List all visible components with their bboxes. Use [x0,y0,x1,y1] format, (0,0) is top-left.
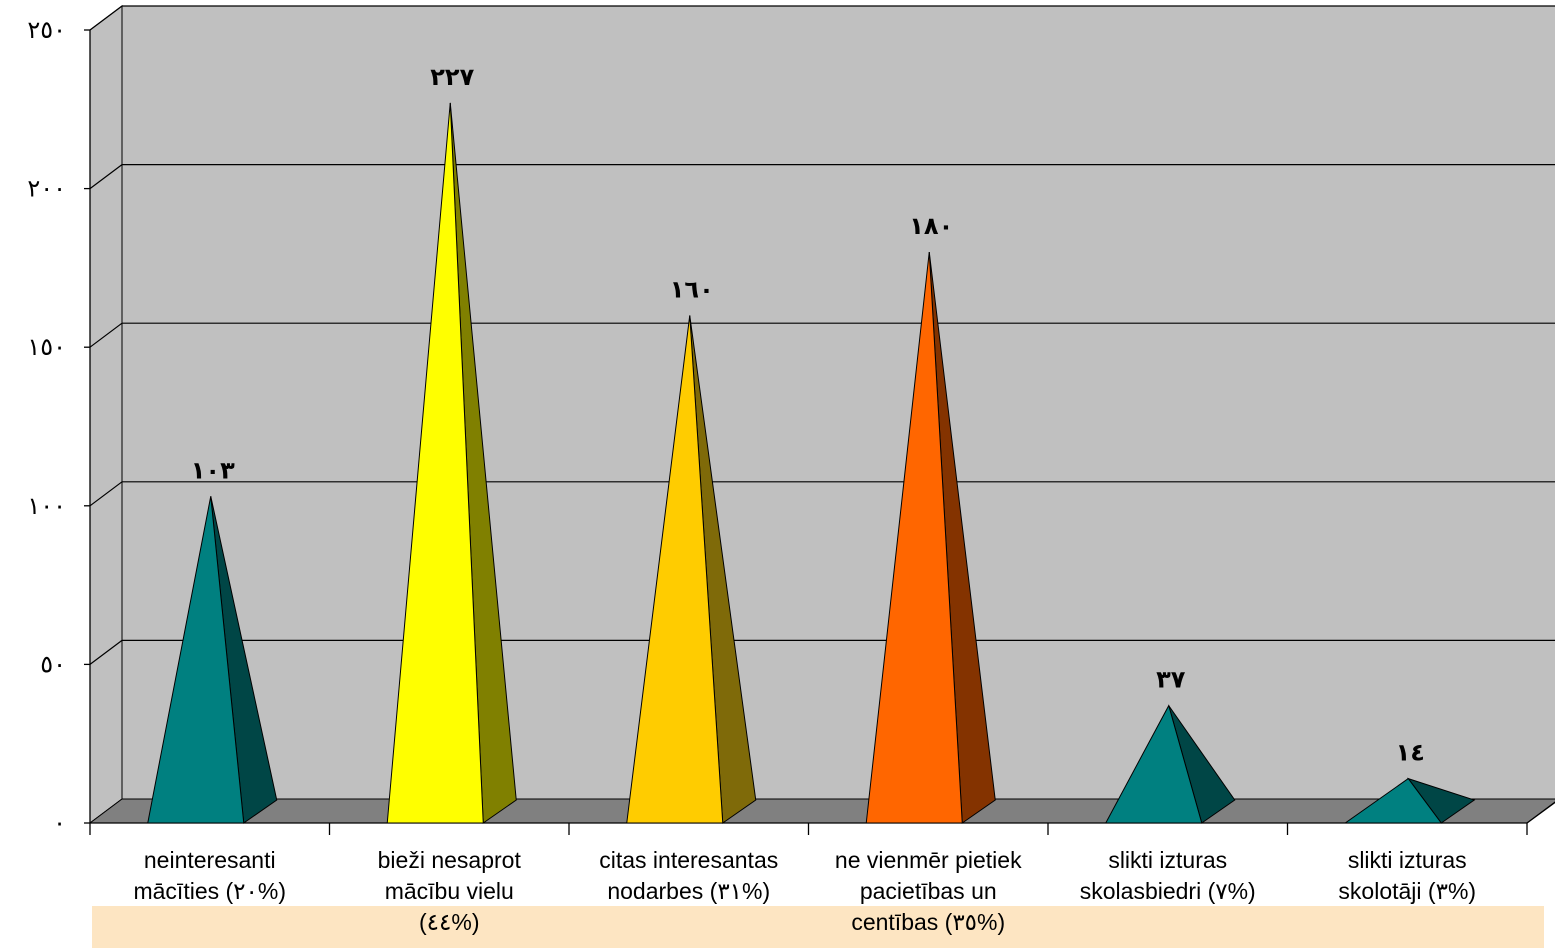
x-category-label: bieži nesaprot mācību vielu (٤٤%) [331,845,567,938]
pyramid-front-face [865,251,963,824]
data-label: ١٠٣ [191,456,235,484]
x-category-label: ne vienmēr pietiek pacietības un centības … [810,845,1046,938]
data-label: ٣٧ [1156,666,1186,694]
x-category-label-line: skolotāji (٣%) [1338,878,1477,904]
gridline [89,322,1555,348]
pyramid-front-face [1343,777,1443,824]
x-category-label: slikti izturas skolotāji (٣%) [1289,845,1525,907]
x-category-label-line: slikti izturas [1108,847,1228,873]
gridline [89,164,1555,190]
x-category-label-line: pacietības un [859,878,997,904]
y-tick-label: ٢٥٠ [27,16,66,44]
x-category-label-line: mācību vielu [384,878,514,904]
y-tick-label: ١٠٠ [27,492,66,520]
gridline [89,481,1555,507]
x-category-label-line: (٤٤%) [418,909,480,935]
gridline [89,5,1555,31]
x-axis-depth-edge [1526,801,1555,824]
y-tick-label: ٢٠٠ [27,175,66,203]
x-category-label-line: citas interesantas [599,847,779,873]
x-category-label-line: skolasbiedri (٧%) [1079,878,1256,904]
data-label: ١٦٠ [670,275,714,303]
x-category-label-line: ne vienmēr pietiek [834,847,1022,873]
y-tick-label: ٥٠ [40,650,66,678]
x-category-label: slikti izturas skolasbiedri (٧%) [1050,845,1286,907]
pyramid-front-face [147,496,245,824]
x-category-label-line: bieži nesaprot [377,847,521,873]
plot-side-wall [89,5,123,824]
data-label: ١٨٠ [909,212,953,240]
plot-floor [88,798,1555,824]
x-category-label-line: neinteresanti [143,847,276,873]
y-tick-label: ٠ [53,809,66,837]
plot-back-wall [121,5,1555,800]
y-tick-label: ١٥٠ [27,333,66,361]
x-category-label-line: mācīties (٢٠%) [133,878,287,904]
data-label: ٢٢٧ [430,63,474,91]
footer-highlight-band [92,906,1544,948]
pyramid-front-face [626,315,724,824]
pyramid-front-face [1104,704,1203,824]
x-category-label: neinteresanti mācīties (٢٠%) [92,845,328,907]
data-label: ١٤ [1396,739,1425,767]
x-category-label: citas interesantas nodarbes (٣١%) [571,845,807,907]
x-category-label-line: centības (٣٥%) [851,909,1006,935]
gridline [89,639,1555,665]
x-category-label-line: slikti izturas [1347,847,1467,873]
x-category-label-line: nodarbes (٣١%) [607,878,771,904]
pyramid-front-face [386,102,484,824]
